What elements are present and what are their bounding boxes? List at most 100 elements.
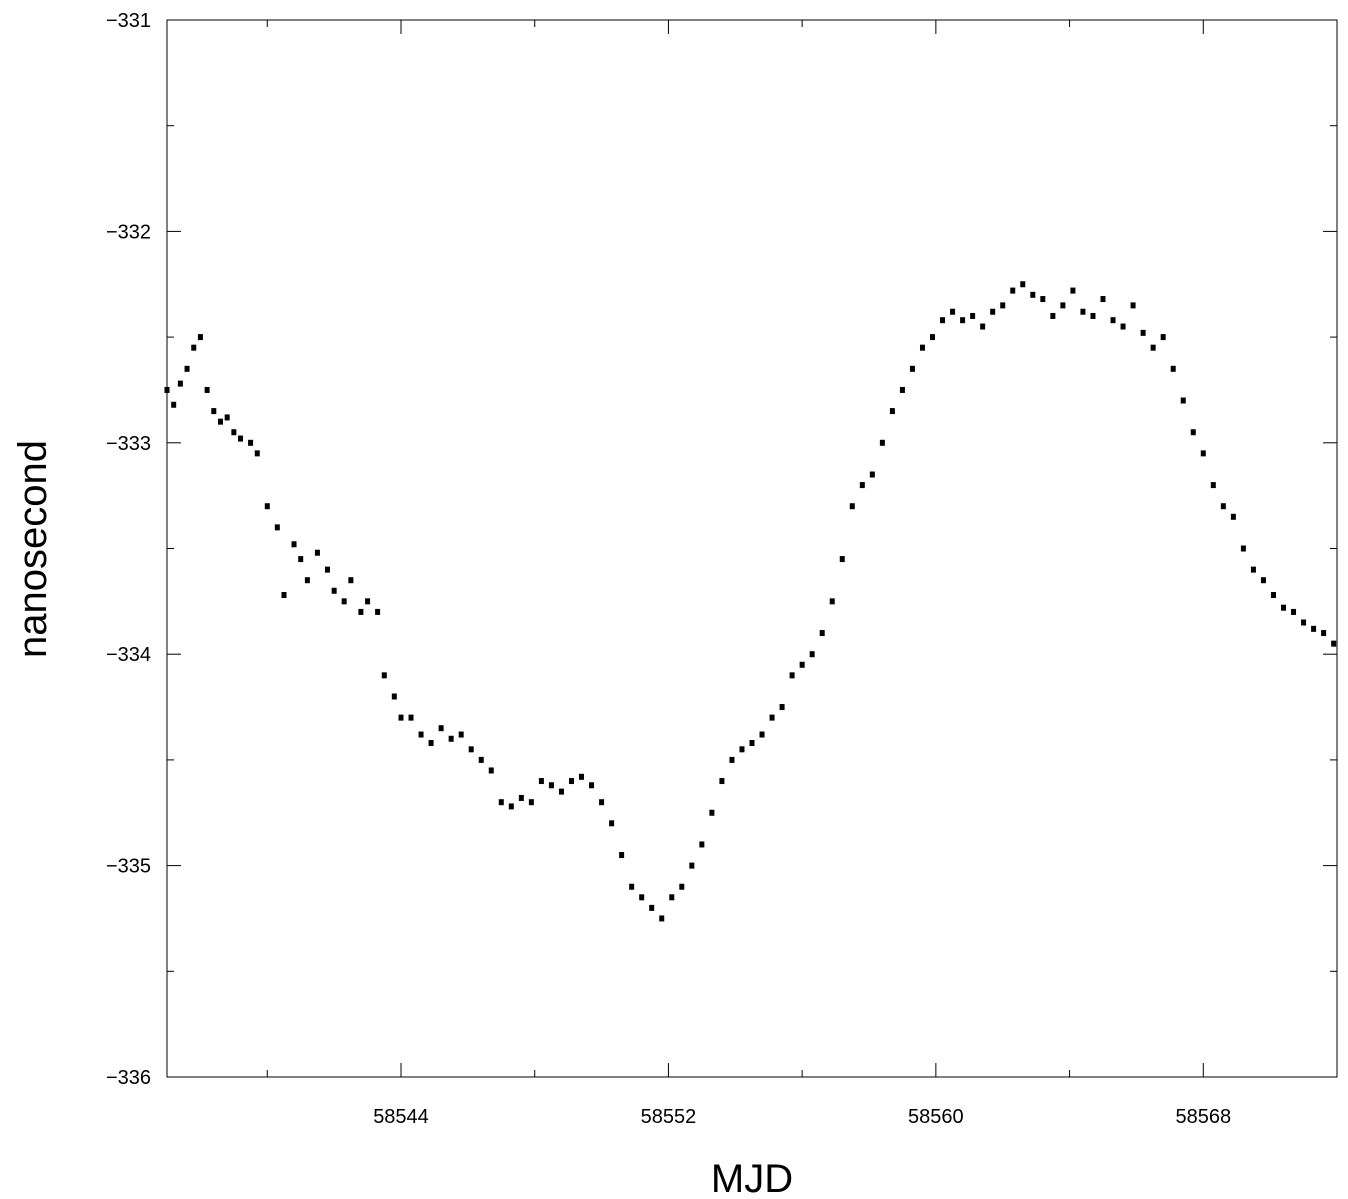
- data-point: [381, 672, 387, 679]
- x-tick-label: 58560: [908, 1106, 964, 1128]
- data-point: [639, 894, 645, 901]
- data-point: [177, 380, 183, 387]
- data-point: [749, 739, 755, 746]
- data-point: [358, 608, 364, 615]
- data-point: [298, 556, 304, 563]
- data-point: [568, 778, 574, 785]
- data-point: [619, 852, 625, 859]
- data-point: [859, 482, 865, 489]
- data-point: [171, 401, 177, 408]
- data-point: [1180, 397, 1186, 404]
- data-point: [291, 541, 297, 548]
- data-point: [458, 731, 464, 738]
- data-point: [799, 661, 805, 668]
- data-point: [264, 503, 270, 510]
- x-tick-label: 58568: [1175, 1106, 1231, 1128]
- data-point: [1170, 365, 1176, 372]
- data-point: [248, 439, 254, 446]
- data-point: [391, 693, 397, 700]
- data-point: [1080, 308, 1086, 315]
- data-point: [538, 778, 544, 785]
- tick-labels: 58544 58552 58560 58568 −336 −335 −334 −333 −332…: [106, 10, 1231, 1128]
- data-point: [739, 746, 745, 753]
- data-point: [365, 598, 371, 605]
- data-point: [1190, 429, 1196, 436]
- data-point: [528, 799, 534, 806]
- data-point: [579, 773, 585, 780]
- data-point: [1291, 608, 1297, 615]
- data-point: [418, 731, 424, 738]
- data-point: [1331, 640, 1337, 647]
- data-point: [1321, 630, 1327, 637]
- data-point: [849, 503, 855, 510]
- data-point: [839, 556, 845, 563]
- data-point: [254, 450, 260, 457]
- data-point: [919, 344, 925, 351]
- data-point: [1020, 281, 1026, 288]
- data-point: [518, 794, 524, 801]
- x-tick-label: 58552: [641, 1106, 697, 1128]
- data-point: [1240, 545, 1246, 552]
- data-point: [1150, 344, 1156, 351]
- data-point: [819, 630, 825, 637]
- data-point: [1030, 291, 1036, 298]
- data-point: [599, 799, 605, 806]
- y-tick-label: −336: [106, 1067, 151, 1089]
- data-point: [940, 317, 946, 324]
- data-point: [1301, 619, 1307, 626]
- data-point: [1060, 302, 1066, 309]
- y-tick-label: −334: [106, 644, 151, 666]
- data-point: [779, 704, 785, 711]
- data-point: [1040, 296, 1046, 303]
- data-point: [1160, 334, 1166, 341]
- data-point: [1000, 302, 1006, 309]
- data-point: [1311, 625, 1317, 632]
- data-points: [164, 281, 1337, 922]
- data-point: [809, 651, 815, 658]
- data-point: [191, 344, 197, 351]
- data-point: [879, 439, 885, 446]
- data-point: [468, 746, 474, 753]
- data-point: [1230, 513, 1236, 520]
- data-point: [164, 386, 170, 393]
- y-tick-label: −332: [106, 221, 151, 243]
- data-point: [719, 778, 725, 785]
- data-point: [558, 788, 564, 795]
- data-point: [1090, 312, 1096, 319]
- data-point: [1140, 329, 1146, 336]
- data-point: [1260, 577, 1266, 584]
- data-point: [1110, 317, 1116, 324]
- data-point: [184, 365, 190, 372]
- y-axis-title: nanosecond: [11, 440, 55, 658]
- data-point: [589, 782, 595, 789]
- data-point: [899, 386, 905, 393]
- tick-marks: [167, 19, 1338, 1078]
- data-point: [1210, 482, 1216, 489]
- data-point: [224, 414, 230, 421]
- data-point: [930, 334, 936, 341]
- data-point: [478, 756, 484, 763]
- data-point: [679, 883, 685, 890]
- data-point: [1130, 302, 1136, 309]
- data-point: [438, 725, 444, 732]
- data-point: [204, 386, 210, 393]
- data-point: [548, 782, 554, 789]
- data-point: [197, 334, 203, 341]
- data-point: [689, 862, 695, 869]
- data-point: [304, 577, 310, 584]
- y-tick-label: −331: [106, 10, 151, 32]
- data-point: [909, 365, 915, 372]
- data-point: [375, 608, 381, 615]
- data-point: [759, 731, 765, 738]
- data-point: [990, 308, 996, 315]
- data-point: [348, 577, 354, 584]
- data-point: [789, 672, 795, 679]
- data-point: [274, 524, 280, 531]
- data-point: [1200, 450, 1206, 457]
- data-point: [1010, 287, 1016, 294]
- data-point: [950, 308, 956, 315]
- data-point: [488, 767, 494, 774]
- data-point: [629, 883, 635, 890]
- plot-frame: [166, 19, 1338, 1078]
